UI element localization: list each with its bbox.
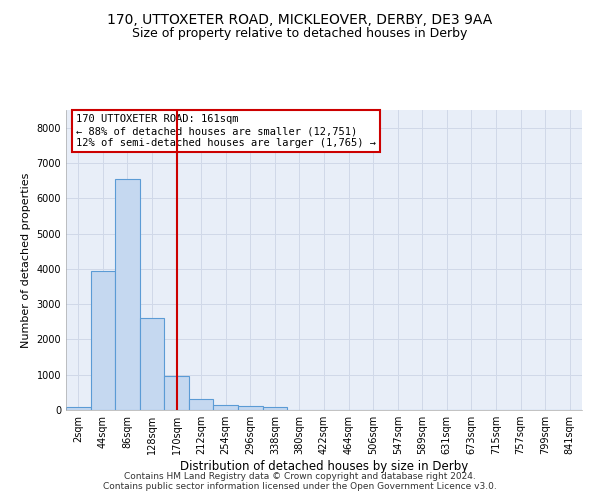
Bar: [214, 406, 238, 410]
X-axis label: Distribution of detached houses by size in Derby: Distribution of detached houses by size …: [180, 460, 468, 473]
Text: Size of property relative to detached houses in Derby: Size of property relative to detached ho…: [133, 28, 467, 40]
Bar: [91, 270, 115, 410]
Bar: [189, 399, 214, 410]
Bar: [140, 318, 164, 410]
Y-axis label: Number of detached properties: Number of detached properties: [21, 172, 31, 348]
Bar: [238, 406, 263, 410]
Text: Contains HM Land Registry data © Crown copyright and database right 2024.: Contains HM Land Registry data © Crown c…: [124, 472, 476, 481]
Bar: [263, 407, 287, 410]
Text: Contains public sector information licensed under the Open Government Licence v3: Contains public sector information licen…: [103, 482, 497, 491]
Bar: [66, 408, 91, 410]
Bar: [164, 376, 189, 410]
Text: 170, UTTOXETER ROAD, MICKLEOVER, DERBY, DE3 9AA: 170, UTTOXETER ROAD, MICKLEOVER, DERBY, …: [107, 12, 493, 26]
Text: 170 UTTOXETER ROAD: 161sqm
← 88% of detached houses are smaller (12,751)
12% of : 170 UTTOXETER ROAD: 161sqm ← 88% of deta…: [76, 114, 376, 148]
Bar: [115, 179, 140, 410]
